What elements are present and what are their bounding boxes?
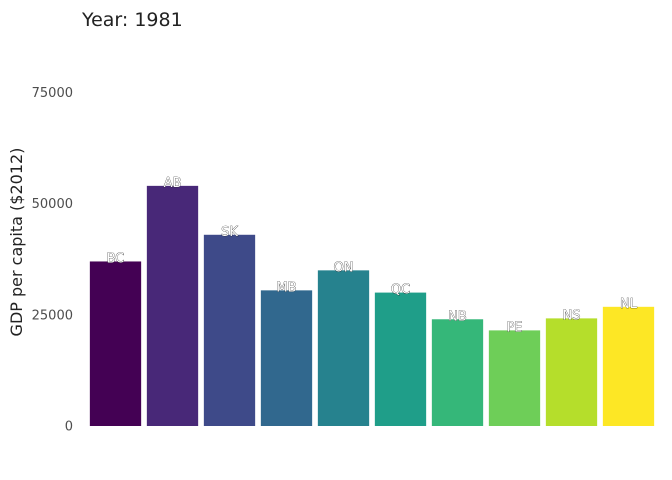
bar-bc [89, 261, 142, 426]
bar-mb [260, 290, 313, 426]
bar-label-bc: BC [107, 251, 125, 266]
bar-nl [602, 306, 655, 426]
bar-label-mb: MB [276, 280, 296, 295]
bar-label-pe: PE [506, 320, 522, 335]
bar-nb [431, 319, 484, 426]
bars-group [89, 185, 655, 426]
bar-label-ns: NS [563, 308, 581, 323]
chart-title: Year: 1981 [81, 9, 183, 31]
bar-ns [545, 318, 598, 426]
bar-label-sk: SK [221, 225, 238, 240]
bar-label-qc: QC [391, 283, 410, 298]
bar-label-ab: AB [164, 176, 182, 191]
bar-qc [374, 292, 427, 426]
bar-sk [203, 234, 256, 426]
y-tick-label: 50000 [32, 197, 73, 212]
bar-label-nl: NL [620, 297, 638, 312]
bar-ab [146, 185, 199, 426]
bar-label-on: ON [334, 260, 354, 275]
y-tick-label: 25000 [32, 308, 73, 323]
bar-on [317, 270, 370, 426]
y-axis-ticks: 0 25000 50000 75000 [32, 86, 73, 435]
y-tick-label: 75000 [32, 86, 73, 101]
bar-labels-group: BC AB SK MB ON QC NB PE NS NL [106, 176, 638, 336]
bar-pe [488, 330, 541, 426]
y-axis-label: GDP per capita ($2012) [7, 148, 26, 337]
y-tick-label: 0 [65, 420, 73, 435]
bar-label-nb: NB [448, 309, 467, 324]
